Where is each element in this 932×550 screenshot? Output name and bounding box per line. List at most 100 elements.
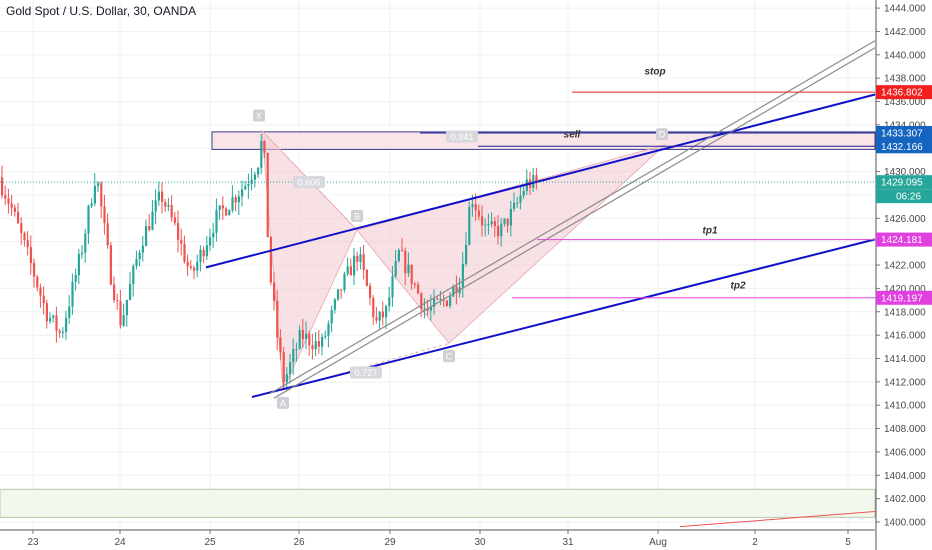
candle-body — [125, 299, 128, 316]
candle-body — [237, 196, 240, 203]
candle-body — [388, 297, 391, 307]
price-tag-bg — [876, 175, 932, 190]
candle-body — [26, 240, 29, 248]
candle-body — [10, 203, 13, 208]
candle-body — [58, 330, 61, 333]
candle-body — [410, 264, 413, 284]
candle-body — [381, 311, 384, 318]
candle-body — [180, 239, 183, 244]
candle-body — [68, 306, 71, 318]
candle-body — [308, 333, 311, 346]
chart-title: Gold Spot / U.S. Dollar, 30, OANDA — [6, 4, 197, 18]
candle-body — [500, 223, 503, 237]
support-zone — [0, 488, 876, 518]
pattern-point-B: B — [354, 211, 360, 221]
candle-body — [362, 254, 365, 270]
candle-body — [39, 287, 42, 296]
candle-body — [231, 197, 234, 211]
candle-body — [295, 348, 298, 350]
candle-body — [417, 284, 420, 294]
ratio-label-bg — [446, 130, 478, 143]
x-tick-label: Aug — [649, 537, 667, 548]
pattern-point-bg — [351, 209, 363, 222]
time-axis[interactable]: 23 24 25 26 29 30 31 Aug 2 5 — [0, 529, 875, 548]
candle-body — [433, 298, 436, 307]
candle-body — [109, 245, 112, 285]
candle-body — [135, 259, 138, 267]
candle-body — [113, 284, 116, 301]
upper-trendline[interactable] — [205, 93, 876, 269]
candle-body — [164, 202, 167, 207]
candle-body — [493, 221, 496, 227]
candle-body — [196, 261, 199, 271]
candle-body — [314, 341, 317, 350]
candle-body — [116, 300, 119, 302]
y-tick-label: 1414.000 — [884, 354, 926, 365]
pattern-point-A: A — [280, 398, 286, 408]
pattern-point-bg — [443, 350, 455, 363]
candle-body — [260, 141, 263, 168]
candle-body — [4, 194, 7, 199]
candle-body — [205, 245, 208, 257]
candle-body — [394, 261, 397, 277]
candle-body — [327, 323, 330, 336]
candle-body — [321, 336, 324, 347]
y-tick-label: 1408.000 — [884, 424, 926, 435]
support-ray — [679, 510, 876, 528]
candle-body — [279, 337, 282, 353]
candle-body — [401, 250, 404, 252]
candle-body — [266, 152, 269, 238]
candle-body — [369, 285, 372, 298]
candle-body — [218, 205, 221, 211]
candle-body — [151, 211, 154, 230]
candle-body — [375, 317, 378, 321]
candle-body — [13, 207, 16, 212]
candle-body — [241, 189, 244, 197]
candle-body — [522, 191, 525, 196]
channel-line-1[interactable] — [269, 40, 876, 395]
y-tick-label: 1442.000 — [884, 27, 926, 38]
candle-body — [513, 202, 516, 209]
x-tick-label: 5 — [845, 537, 851, 548]
y-tick-label: 1434.000 — [884, 120, 926, 131]
candle-body — [74, 275, 77, 282]
candle-body — [90, 203, 93, 206]
candle-body — [215, 210, 218, 233]
candle-body — [420, 293, 423, 310]
candle-body — [385, 306, 388, 318]
pattern-point-bg — [277, 396, 289, 409]
candle-body — [61, 331, 64, 333]
candle-body — [519, 195, 522, 203]
candle-body — [23, 232, 26, 241]
candle-body — [490, 221, 493, 225]
y-tick-label: 1406.000 — [884, 447, 926, 458]
y-tick-label: 1420.000 — [884, 284, 926, 295]
price-tag-bg — [876, 125, 932, 140]
candle-body — [167, 205, 170, 207]
candle-body — [484, 224, 487, 226]
x-tick-label: 31 — [562, 537, 574, 548]
pattern-point-bg — [253, 109, 265, 122]
y-tick-label: 1410.000 — [884, 401, 926, 412]
candle-body — [461, 263, 464, 288]
x-tick-label: 26 — [293, 537, 305, 548]
candle-body — [100, 183, 103, 207]
candle-body — [346, 266, 349, 274]
candle-body — [481, 216, 484, 226]
level-label-tp2: tp2 — [731, 280, 746, 291]
ratio-label: 0.606 — [298, 178, 321, 188]
candle-body — [199, 249, 202, 262]
channel-line-2[interactable] — [273, 47, 876, 399]
candle-body — [244, 186, 247, 190]
y-tick-label: 1416.000 — [884, 331, 926, 342]
candle-body — [353, 255, 356, 276]
candle-body — [52, 315, 55, 318]
candle-body — [436, 298, 439, 300]
candle-body — [349, 266, 352, 276]
candle-body — [247, 184, 250, 187]
candle-body — [77, 254, 80, 276]
price-axis[interactable]: 1400.000 1402.000 1404.000 1406.000 1408.000… — [875, 0, 932, 550]
lower-trendline[interactable] — [251, 238, 876, 398]
candle-body — [311, 345, 314, 350]
